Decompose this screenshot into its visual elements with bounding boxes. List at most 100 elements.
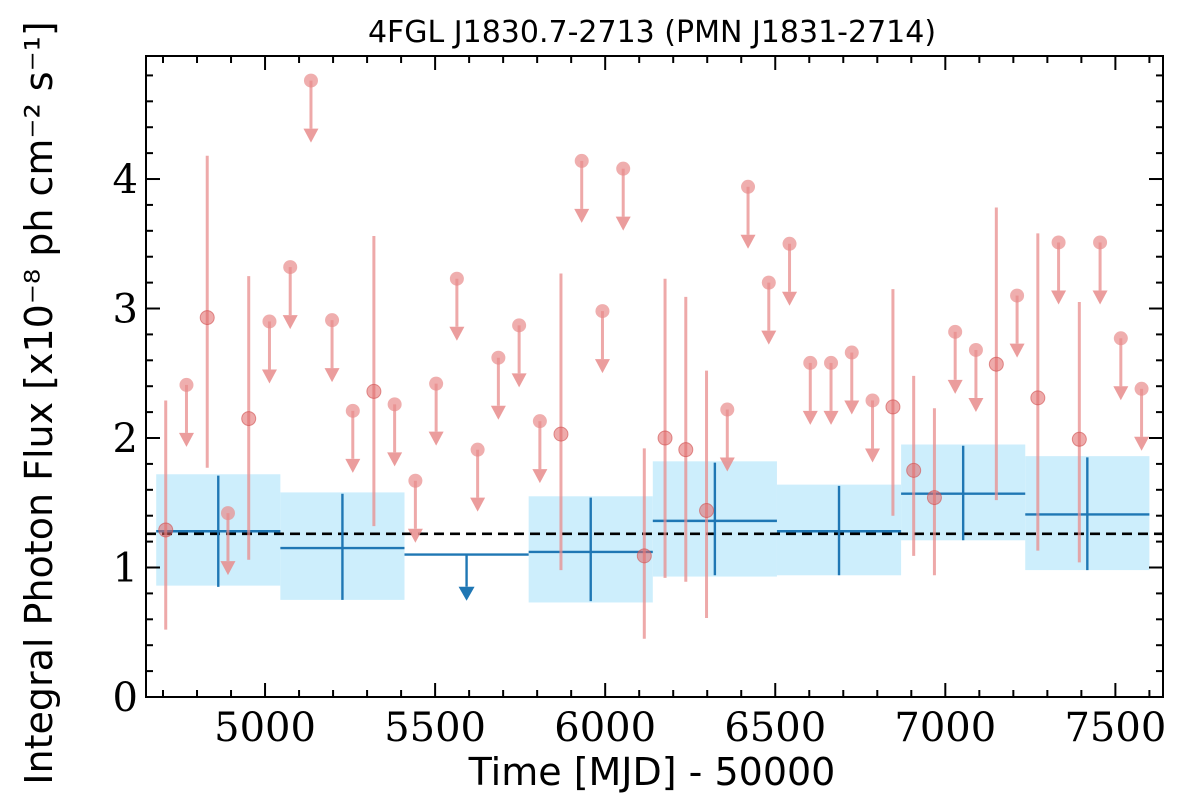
- upper-limit-arrow: [407, 528, 423, 543]
- upper-limit-arrow: [594, 359, 610, 374]
- upper-limit-point: [616, 161, 631, 176]
- upper-limit-arrow: [615, 216, 631, 231]
- upper-limit-arrow: [387, 452, 403, 467]
- y-tick-label: 4: [113, 157, 138, 203]
- y-tick-label: 1: [113, 546, 138, 592]
- upper-limit-arrow: [532, 469, 548, 484]
- upper-limit-point: [1134, 381, 1149, 396]
- upper-limit-arrow: [844, 400, 860, 415]
- detection-point: [988, 356, 1004, 372]
- upper-limit-point: [741, 179, 756, 194]
- upper-limit-arrow: [740, 234, 756, 249]
- x-tick-label: 5500: [384, 705, 486, 751]
- detection-point: [199, 310, 215, 326]
- upper-limit-point: [782, 236, 797, 251]
- upper-limit-point: [179, 377, 194, 392]
- upper-limit-point: [824, 355, 839, 370]
- y-tick-label: 0: [113, 675, 138, 721]
- upper-limit-point: [470, 442, 485, 457]
- upper-limit-point: [595, 304, 610, 319]
- upper-limit-arrow: [761, 330, 777, 345]
- detection-point: [1030, 390, 1046, 406]
- upper-limit-point: [532, 414, 547, 429]
- chart-title: 4FGL J1830.7-2713 (PMN J1831-2714): [368, 15, 936, 50]
- detection-point: [678, 442, 694, 458]
- upper-limit-point: [574, 153, 589, 168]
- y-tick-label: 2: [113, 416, 138, 462]
- upper-limit-arrow: [428, 431, 444, 446]
- upper-limit-arrow: [1134, 436, 1150, 451]
- upper-limit-arrow: [449, 326, 465, 341]
- detection-point: [657, 430, 673, 446]
- detection-point: [636, 548, 652, 564]
- upper-limit-point: [449, 271, 464, 286]
- upper-limit-arrow: [303, 128, 319, 143]
- axis-ticks: [146, 56, 1163, 698]
- upper-limit-arrow: [782, 291, 798, 306]
- upper-limit-point: [803, 355, 818, 370]
- upper-limit-arrow: [802, 410, 818, 425]
- detection-point: [241, 411, 257, 427]
- upper-limit-point: [220, 506, 235, 521]
- upper-limit-arrow: [178, 432, 194, 447]
- detection-point: [366, 383, 382, 399]
- detection-point: [699, 503, 715, 519]
- plot-frame: [145, 55, 1164, 698]
- detection-point: [1071, 431, 1087, 447]
- upper-limit-arrow: [490, 405, 506, 420]
- detection-point: [553, 426, 569, 442]
- detection-point: [158, 522, 174, 538]
- upper-limit-arrow: [220, 561, 236, 576]
- upper-limit-arrow: [823, 410, 839, 425]
- bin-upper-limit-arrow: [458, 586, 475, 601]
- binned-flux-points: [156, 445, 1150, 602]
- upper-limit-point: [1051, 235, 1066, 250]
- upper-limit-arrow: [865, 448, 881, 463]
- upper-limit-point: [283, 260, 298, 275]
- upper-limit-arrow: [947, 379, 963, 394]
- upper-limit-point: [1093, 235, 1108, 250]
- detection-point: [906, 462, 922, 478]
- upper-limit-point: [720, 402, 735, 417]
- upper-limit-arrow: [1092, 290, 1108, 305]
- upper-limit-point: [262, 314, 277, 329]
- upper-limit-arrow: [324, 368, 340, 383]
- upper-limit-arrow: [282, 315, 298, 330]
- upper-limit-arrow: [1113, 386, 1129, 401]
- x-tick-label: 7000: [894, 705, 996, 751]
- x-tick-label: 7500: [1064, 705, 1166, 751]
- upper-limit-point: [303, 73, 318, 88]
- upper-limit-point: [844, 345, 859, 360]
- detection-point: [926, 490, 942, 506]
- upper-limit-arrow: [968, 397, 984, 412]
- upper-limit-arrow: [470, 497, 486, 512]
- x-tick-label: 6500: [724, 705, 826, 751]
- x-tick-label: 5000: [214, 705, 316, 751]
- upper-limit-arrow: [1051, 290, 1067, 305]
- axis-tick-labels: 5000 5500 6000 6500 7000 7500 0 1 2 3 4: [113, 157, 1167, 751]
- detection-point: [885, 399, 901, 415]
- upper-limit-point: [1113, 331, 1128, 346]
- upper-limit-point: [761, 275, 776, 290]
- upper-limit-arrow: [511, 373, 527, 388]
- y-tick-label: 3: [113, 287, 138, 333]
- x-tick-label: 6000: [554, 705, 656, 751]
- upper-limit-point: [1010, 288, 1025, 303]
- upper-limit-point: [408, 473, 423, 488]
- upper-limit-arrow: [261, 369, 277, 384]
- upper-limit-point: [491, 350, 506, 365]
- upper-limit-point: [387, 397, 402, 412]
- upper-limit-point: [968, 342, 983, 357]
- binned-flux-bands: [156, 444, 1150, 603]
- upper-limit-point: [345, 403, 360, 418]
- upper-limit-arrow: [719, 457, 735, 472]
- upper-limit-point: [865, 393, 880, 408]
- upper-limit-point: [429, 376, 444, 391]
- y-axis-label: Integral Photon Flux [x10⁻⁸ ph cm⁻² s⁻¹]: [17, 21, 61, 784]
- upper-limit-arrow: [345, 458, 361, 473]
- short-bin-points: [158, 73, 1150, 639]
- x-axis-label: Time [MJD] - 50000: [468, 750, 836, 794]
- upper-limit-point: [325, 313, 340, 328]
- upper-limit-arrow: [574, 208, 590, 223]
